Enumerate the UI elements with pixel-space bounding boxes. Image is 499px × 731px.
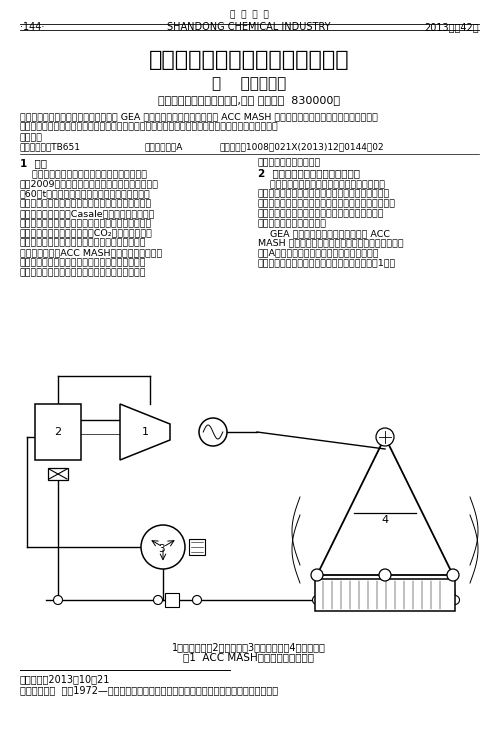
Text: 空冷式换热器是利用风扇采用风冷却翅片管内: 空冷式换热器是利用风扇采用风冷却翅片管内 <box>258 180 385 189</box>
Text: 摘要：本公司采用的直接空冷凝汽器为 GEA 巴蒂尼奥热能技术有限公司的 ACC MASH 系统。通过机组一年的运行，针对机组在: 摘要：本公司采用的直接空冷凝汽器为 GEA 巴蒂尼奥热能技术有限公司的 ACC … <box>20 112 378 121</box>
Text: MASH 系统，它主要是基于铝翅片管的设计，这种结: MASH 系统，它主要是基于铝翅片管的设计，这种结 <box>258 239 404 248</box>
Text: 直接空冷机组空冷岛运行优化方案: 直接空冷机组空冷岛运行优化方案 <box>149 50 349 70</box>
Text: 筱、风机、泵和控制系统在内的真空系统（如图1）。: 筱、风机、泵和控制系统在内的真空系统（如图1）。 <box>258 258 396 268</box>
Bar <box>35 404 81 460</box>
Text: 图1  ACC MASH直接空冷凝汽器系统: 图1 ACC MASH直接空冷凝汽器系统 <box>184 652 314 662</box>
Text: 关键词：: 关键词： <box>20 133 43 142</box>
Text: 2: 2 <box>54 427 61 437</box>
Text: GEA 巴蒂尼奥热能有限公司设计的 ACC: GEA 巴蒂尼奥热能有限公司设计的 ACC <box>258 229 390 238</box>
Text: 污染浪费，有利保护环境。: 污染浪费，有利保护环境。 <box>258 219 327 228</box>
Circle shape <box>193 596 202 605</box>
Text: 文献标识码：A: 文献标识码：A <box>145 142 183 151</box>
Text: 中图分类号：TB651: 中图分类号：TB651 <box>20 142 81 151</box>
Text: （兖矿新疆煎化工有限公司,新疆 乌鲁木齐  830000）: （兖矿新疆煎化工有限公司,新疆 乌鲁木齐 830000） <box>158 95 340 105</box>
Polygon shape <box>120 404 170 460</box>
Text: 1  前言: 1 前言 <box>20 158 47 168</box>
Bar <box>189 539 205 555</box>
Text: 节约能源，空分空压机组汽轮机蒸汽采用了空冷系: 节约能源，空分空压机组汽轮机蒸汽采用了空冷系 <box>20 238 147 248</box>
Circle shape <box>447 569 459 581</box>
Circle shape <box>451 596 460 605</box>
Text: 提出了问题分析过程及经验性处理总结，供同类型: 提出了问题分析过程及经验性处理总结，供同类型 <box>20 268 147 277</box>
Text: 的热介质，大量的热能通过翅片得到交换，其广泛使: 的热介质，大量的热能通过翅片得到交换，其广泛使 <box>258 190 390 199</box>
Text: 液氨洗；氨合成采用Casale公司的轴径向氨合成: 液氨洗；氨合成采用Casale公司的轴径向氨合成 <box>20 209 155 218</box>
Text: 兖矿集团为积极响应国家西部大开发的发展战: 兖矿集团为积极响应国家西部大开发的发展战 <box>20 170 147 179</box>
Text: 略，2009年成立了兖矿新疆煎化有限公司，负责年: 略，2009年成立了兖矿新疆煎化有限公司，负责年 <box>20 180 159 189</box>
Text: 作者简介：李  勇（1972—），山东滕州人，大学本科，助理工程师，现从事设备管理工作。: 作者简介：李 勇（1972—），山东滕州人，大学本科，助理工程师，现从事设备管理… <box>20 685 278 695</box>
Circle shape <box>141 525 185 569</box>
Text: 4: 4 <box>381 515 389 525</box>
Text: 在不同季节运行过程中出现的问题为例加以叙述，: 在不同季节运行过程中出现的问题为例加以叙述， <box>20 258 147 268</box>
Circle shape <box>199 418 227 446</box>
Circle shape <box>376 428 394 446</box>
Text: 统。本文概述了ACC MASH空冷系统以新建装置: 统。本文概述了ACC MASH空冷系统以新建装置 <box>20 249 162 257</box>
Text: 收稿日期：2013－10－21: 收稿日期：2013－10－21 <box>20 674 110 684</box>
Circle shape <box>154 596 163 605</box>
Text: 3: 3 <box>158 544 164 554</box>
Text: 产60万t醒氨联产项目。合成氨、甲醇装置采用四: 产60万t醒氨联产项目。合成氨、甲醇装置采用四 <box>20 189 151 199</box>
Text: ·144·: ·144· <box>20 22 44 32</box>
Text: 李    勇，郭良军: 李 勇，郭良军 <box>212 76 286 91</box>
Circle shape <box>311 569 323 581</box>
Text: 夏季，冬季运行时出现的问题，对该套直接空冷机组进行了性能的优化，并作出相应的技术改造措施。: 夏季，冬季运行时出现的问题，对该套直接空冷机组进行了性能的优化，并作出相应的技术… <box>20 122 279 131</box>
Text: 噴嘴对置式气化，中温耗硫变换、净化低温甲醇洗、: 噴嘴对置式气化，中温耗硫变换、净化低温甲醇洗、 <box>20 200 152 208</box>
Circle shape <box>53 596 62 605</box>
Text: 化工企业进行参考借鉴。: 化工企业进行参考借鉴。 <box>258 158 321 167</box>
Text: 山  东  化  工: 山 东 化 工 <box>230 10 268 19</box>
Text: 用于化工、石化、炼油厂、电站、钉厂。使用空气不仅: 用于化工、石化、炼油厂、电站、钉厂。使用空气不仅 <box>258 200 396 208</box>
Text: 2  空冷机组受环境影响的运行分析: 2 空冷机组受环境影响的运行分析 <box>258 168 360 178</box>
Bar <box>315 579 455 611</box>
Bar <box>165 593 179 607</box>
Text: SHANDONG CHEMICAL INDUSTRY: SHANDONG CHEMICAL INDUSTRY <box>167 22 331 32</box>
Text: 文章编号：1008－021X(2013)12－0144－02: 文章编号：1008－021X(2013)12－0144－02 <box>220 142 385 151</box>
Bar <box>48 468 68 480</box>
Text: 1：汽轮机组；2：闪蕊罐；3：冷凝液罐；4：空冷机组: 1：汽轮机组；2：闪蕊罐；3：冷凝液罐；4：空冷机组 <box>172 642 326 652</box>
Circle shape <box>379 569 391 581</box>
Text: 2013年第42卷: 2013年第42卷 <box>424 22 479 32</box>
Text: 1: 1 <box>142 427 149 437</box>
Text: 塔；甲醇合成工艺采用低压气相合成甲醇工艺，甲醇: 塔；甲醇合成工艺采用低压气相合成甲醇工艺，甲醇 <box>20 219 152 228</box>
Text: 精馏采用三塔工艺；尿素采用CO₂气提法工艺。为: 精馏采用三塔工艺；尿素采用CO₂气提法工艺。为 <box>20 229 153 238</box>
Text: 构由A字形的钉结构支撑，并装配有包括冷凝液: 构由A字形的钉结构支撑，并装配有包括冷凝液 <box>258 249 380 257</box>
Circle shape <box>312 596 321 605</box>
Text: 是一种低成本的选择，同时也可以减少对水资源的: 是一种低成本的选择，同时也可以减少对水资源的 <box>258 209 385 219</box>
